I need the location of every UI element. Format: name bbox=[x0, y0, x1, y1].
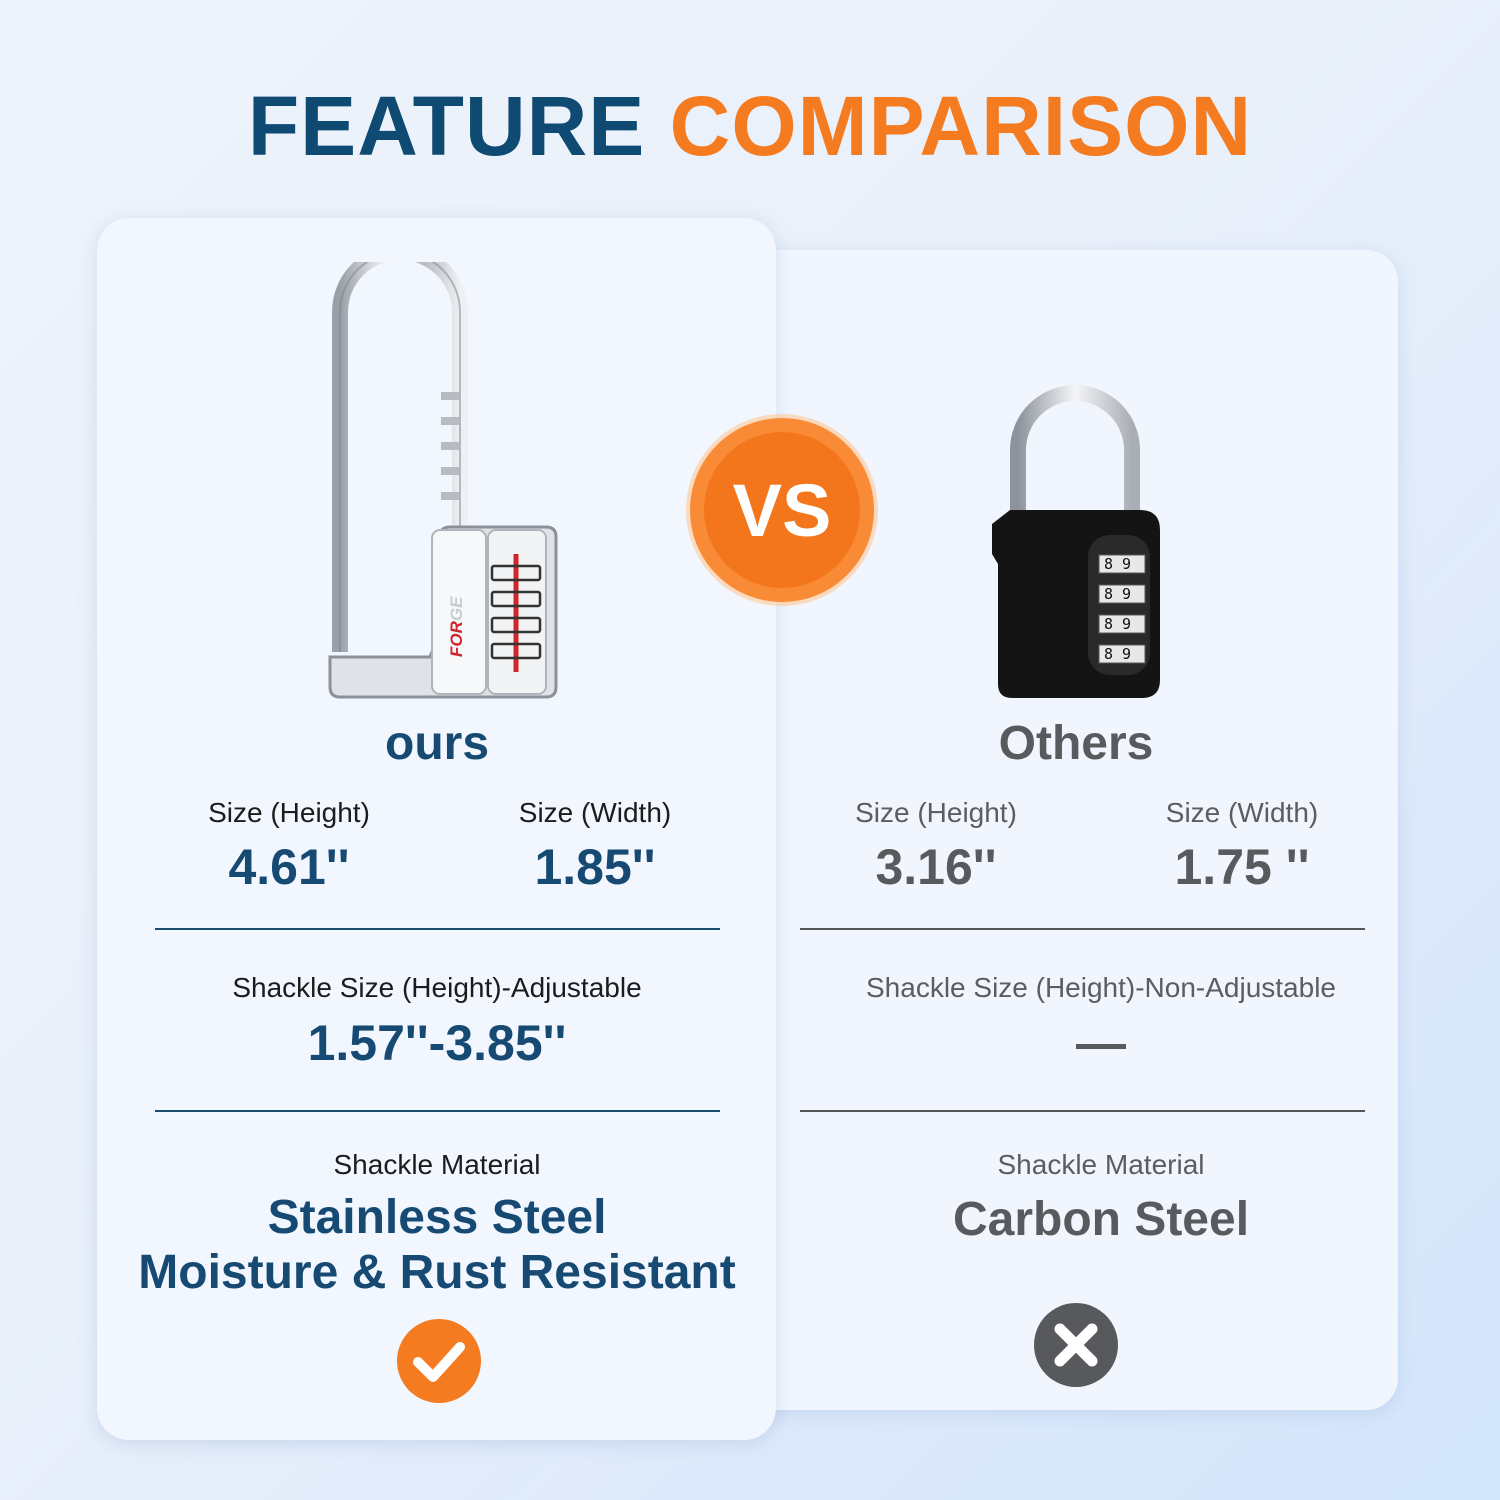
ours-card bbox=[97, 218, 776, 1440]
page-title: FEATURE COMPARISON bbox=[248, 78, 1252, 175]
vs-text: VS bbox=[704, 432, 860, 588]
title-part1: FEATURE bbox=[247, 79, 646, 173]
others-card bbox=[740, 250, 1398, 1410]
title-part2: COMPARISON bbox=[669, 79, 1253, 173]
vs-badge: VS bbox=[690, 418, 874, 602]
